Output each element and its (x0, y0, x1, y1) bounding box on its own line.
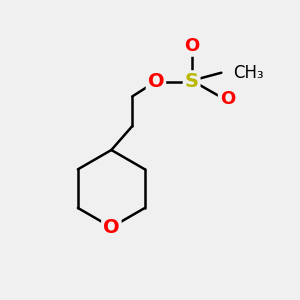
Text: O: O (103, 218, 120, 237)
Text: O: O (184, 37, 199, 55)
Text: O: O (220, 91, 235, 109)
Text: O: O (148, 72, 164, 91)
Text: S: S (184, 72, 199, 91)
Text: CH₃: CH₃ (233, 64, 264, 82)
